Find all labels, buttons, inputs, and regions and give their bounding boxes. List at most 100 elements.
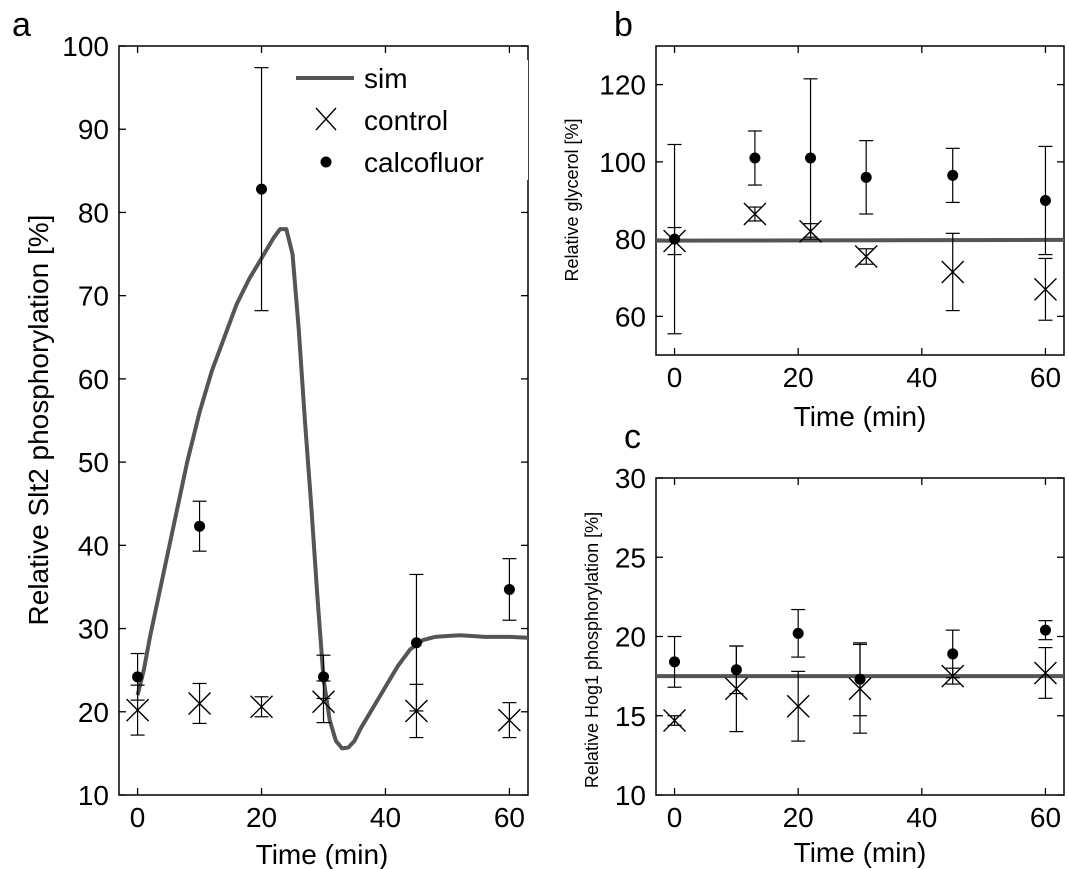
x-tick-label: 0 — [667, 362, 683, 393]
control-marker-stroke — [854, 245, 878, 269]
panel-a-x-axis-title: Time (min) — [256, 839, 389, 869]
panel-letter-b: b — [614, 6, 633, 44]
control-marker-stroke — [1033, 277, 1057, 301]
control-marker — [126, 698, 150, 722]
control-marker — [786, 694, 810, 718]
y-tick-label: 120 — [599, 70, 646, 101]
control-marker-stroke — [1033, 661, 1057, 685]
axes-frame — [655, 477, 1065, 796]
panel-b-x-axis-title: Time (min) — [794, 401, 927, 432]
legend-sim-label: sim — [364, 63, 408, 94]
calcofluor-marker — [730, 664, 742, 676]
control-marker — [941, 260, 965, 284]
panel-letter-a: a — [12, 6, 31, 44]
y-tick-label: 50 — [78, 447, 109, 478]
panel-letter-c: c — [624, 418, 641, 456]
y-tick-label: 15 — [615, 701, 646, 732]
y-tick-label: 30 — [78, 614, 109, 645]
panel-c-y-axis-title: Relative Hog1 phosphorylation [%] — [582, 512, 602, 788]
x-tick-label: 20 — [783, 362, 814, 393]
control-marker-stroke — [250, 695, 274, 719]
calcofluor-marker — [947, 648, 959, 660]
x-tick-label: 60 — [494, 802, 525, 833]
control-marker-stroke — [312, 690, 335, 714]
calcofluor-marker — [749, 152, 761, 164]
control-marker-stroke — [743, 202, 767, 226]
y-tick-label: 20 — [78, 697, 109, 728]
x-tick-label: 0 — [130, 802, 146, 833]
calcofluor-marker — [132, 671, 144, 683]
control-marker — [312, 690, 335, 714]
sim-line — [656, 237, 1064, 243]
panel-c-x-axis-title: Time (min) — [794, 837, 927, 868]
panel-a-plot-area: 10 20 30 40 50 60 70 80 90 100 0 20 40 60 — [62, 31, 529, 833]
y-tick-label: 25 — [615, 542, 646, 573]
panel-b-chart: 60 80 100 120 0 20 40 60 Time (min) Relative gl… — [562, 45, 1065, 432]
legend-control-marker — [315, 107, 337, 131]
calcofluor-marker — [860, 171, 872, 183]
y-tick-label: 80 — [78, 197, 109, 228]
control-marker — [497, 708, 521, 732]
x-tick-label: 0 — [667, 802, 683, 833]
x-tick-label: 60 — [1030, 362, 1061, 393]
y-tick-label: 100 — [62, 31, 109, 62]
control-marker-stroke — [941, 260, 965, 284]
axes-frame — [655, 45, 1065, 356]
calcofluor-marker — [805, 152, 817, 164]
y-tick-label: 80 — [615, 224, 646, 255]
panel-a-legend: sim control calcofluor — [292, 60, 528, 180]
calcofluor-marker — [503, 583, 515, 595]
panel-c-chart: 10 15 20 25 30 0 20 40 60 Time (min) Relative Ho… — [582, 463, 1065, 868]
x-tick-label: 40 — [906, 802, 937, 833]
sim-line — [135, 227, 528, 751]
control-marker — [1033, 277, 1057, 301]
calcofluor-marker — [256, 183, 268, 195]
calcofluor-marker — [792, 627, 804, 639]
panel-b-plot-area: 60 80 100 120 0 20 40 60 — [599, 45, 1065, 393]
legend-control-label: control — [364, 105, 448, 136]
control-marker — [250, 695, 274, 719]
legend-calcofluor-marker — [320, 156, 332, 168]
control-marker — [188, 691, 212, 715]
y-tick-label: 40 — [78, 530, 109, 561]
control-marker-stroke — [663, 709, 687, 732]
control-marker-stroke — [126, 698, 150, 722]
y-tick-label: 10 — [615, 780, 646, 811]
y-tick-label: 60 — [78, 364, 109, 395]
calcofluor-marker — [947, 169, 959, 181]
panel-b-y-axis-title: Relative glycerol [%] — [562, 118, 582, 281]
calcofluor-marker — [854, 673, 866, 685]
x-tick-label: 40 — [370, 802, 401, 833]
legend-calcofluor-label: calcofluor — [364, 147, 484, 178]
calcofluor-marker — [318, 671, 329, 683]
y-tick-label: 30 — [615, 463, 646, 494]
panel-a-y-axis-title: Relative Slt2 phosphorylation [%] — [23, 215, 54, 626]
control-marker — [663, 709, 687, 732]
calcofluor-marker — [194, 520, 206, 532]
panel-c-plot-area: 10 15 20 25 30 0 20 40 60 — [615, 463, 1065, 833]
control-marker — [743, 202, 767, 226]
x-tick-label: 20 — [246, 802, 277, 833]
x-tick-label: 60 — [1030, 802, 1061, 833]
y-tick-label: 10 — [78, 780, 109, 811]
calcofluor-marker — [669, 233, 681, 245]
y-tick-label: 70 — [78, 281, 109, 312]
calcofluor-marker — [410, 637, 422, 649]
control-marker-stroke — [786, 694, 810, 718]
calcofluor-marker — [1039, 195, 1051, 206]
y-tick-label: 60 — [615, 301, 646, 332]
x-tick-label: 20 — [783, 802, 814, 833]
y-tick-label: 90 — [78, 114, 109, 145]
control-marker-stroke — [188, 691, 212, 715]
x-tick-label: 40 — [906, 362, 937, 393]
calcofluor-marker — [1039, 624, 1051, 636]
control-marker — [1033, 661, 1057, 685]
control-marker-stroke — [497, 708, 521, 732]
y-tick-label: 20 — [615, 622, 646, 653]
control-marker — [854, 245, 878, 269]
calcofluor-marker — [669, 656, 681, 668]
axes-frame — [118, 45, 529, 796]
y-tick-label: 100 — [599, 147, 646, 178]
